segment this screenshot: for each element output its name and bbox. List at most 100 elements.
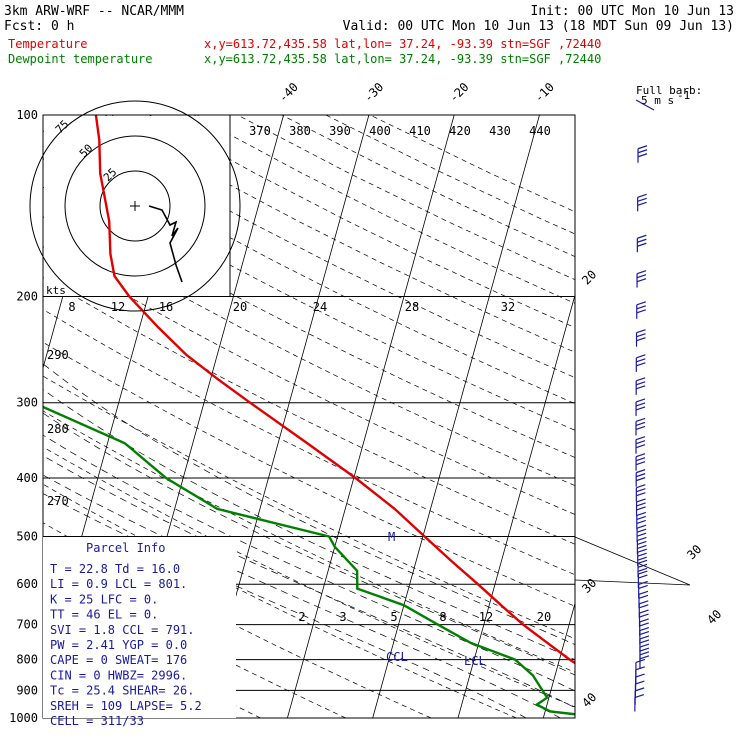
wind-barb — [635, 469, 646, 487]
dry-adiabat — [237, 115, 575, 281]
parcel-info-row: T = 22.8 Td = 16.0 — [50, 562, 180, 576]
hodograph-ring — [29, 100, 241, 312]
dry-adiabat — [369, 115, 575, 213]
wind-barb — [637, 145, 648, 163]
dry-adiabat-label: 290 — [47, 348, 69, 362]
barb-top-stub — [635, 99, 655, 111]
barb-legend-line1: Full barb: — [636, 84, 702, 97]
plot-frame — [42, 114, 576, 719]
parcel-info-row: CAPE = 0 SWEAT= 176 — [50, 653, 187, 667]
isotherm-label: 20 — [579, 267, 599, 287]
moist-adiabat-label: 28 — [405, 300, 419, 314]
theta-label: 440 — [529, 124, 551, 138]
theta-label: 420 — [449, 124, 471, 138]
wind-barb — [637, 559, 648, 578]
isotherm-line — [372, 115, 540, 718]
hodograph-trace — [148, 205, 183, 283]
isotherm-label: 30 — [579, 576, 599, 596]
isotherm-label: 40 — [704, 607, 724, 627]
theta-label: 430 — [489, 124, 511, 138]
isotherm-line — [629, 115, 740, 718]
legend-dewpoint: Dewpoint temperature — [8, 52, 153, 66]
dry-adiabat — [43, 186, 575, 458]
legend-temperature: Temperature — [8, 37, 87, 51]
wind-barb — [636, 301, 646, 319]
moist-adiabat-label: 8 — [68, 300, 75, 314]
wind-barbs — [574, 99, 691, 712]
moist-adiabat — [43, 493, 527, 718]
moist-adiabat — [43, 455, 575, 709]
theta-label: 400 — [369, 124, 391, 138]
moist-adiabat-label: 20 — [233, 300, 247, 314]
lcl-label: LCL — [464, 654, 486, 668]
parcel-info-row: LI = 0.9 LCL = 801. — [50, 577, 187, 591]
pressure-tick-label: 400 — [16, 471, 38, 485]
wind-barb — [635, 436, 646, 454]
dry-adiabat — [43, 216, 575, 487]
moist-adiabat — [43, 474, 561, 718]
moist-adiabat-label: 12 — [111, 300, 125, 314]
dry-adiabat — [43, 130, 575, 405]
pressure-tick-label: 1000 — [9, 711, 38, 725]
moist-adiabat — [43, 412, 575, 676]
pressure-tick-label: 900 — [16, 683, 38, 697]
dry-adiabat-label: 280 — [47, 422, 69, 436]
dry-adiabat — [325, 115, 575, 235]
isotherm-label: -10 — [532, 80, 557, 105]
sounding-traces — [43, 115, 575, 716]
wind-barb — [635, 354, 646, 372]
location-temperature: x,y=613.72,435.58 lat,lon= 37.24, -93.39… — [204, 37, 601, 51]
dry-adiabat — [43, 446, 575, 708]
pressure-tick-label: 600 — [16, 577, 38, 591]
mixing-ratio-label: 3 — [339, 610, 346, 624]
dewpoint-trace — [43, 405, 575, 716]
hodograph-ring — [99, 170, 171, 242]
ccl-label: CCL — [386, 650, 408, 664]
isotherm-line — [457, 293, 575, 718]
mixing-ratio-label: 20 — [537, 610, 551, 624]
parcel-info-row: Tc = 25.4 SHEAR= 26. — [50, 684, 195, 698]
parcel-info-box: Parcel Info T = 22.8 Td = 16.0LI = 0.9 L… — [43, 537, 236, 728]
moist-adiabat-label: 16 — [159, 300, 173, 314]
pressure-tick-label: 500 — [16, 529, 38, 543]
wind-barb — [639, 651, 650, 669]
barb-legend-sup: -1 — [677, 89, 690, 102]
parcel-info-row: CIN = 0 HWBZ= 2996. — [50, 668, 187, 682]
isotherm-label: -30 — [361, 80, 386, 105]
wind-barb — [636, 524, 647, 543]
init-time: Init: 00 UTC Mon 10 Jun 13 — [531, 4, 735, 19]
hodograph-kts-label: kts — [46, 284, 66, 297]
dry-adiabat-label: 270 — [47, 494, 69, 508]
parcel-info-row: K = 25 LFC = 0. — [50, 592, 158, 606]
pressure-tick-label: 200 — [16, 290, 38, 304]
dry-adiabat — [43, 246, 575, 515]
dry-adiabat — [43, 410, 575, 673]
valid-time: Valid: 00 UTC Mon 10 Jun 13 (18 MDT Sun … — [343, 19, 734, 34]
isotherm-label: -20 — [446, 80, 471, 105]
forecast-hour: Fcst: 0 h — [4, 19, 74, 34]
parcel-info-row: CELL = 311/33 — [50, 714, 144, 728]
mixing-ratio-label: 8 — [439, 610, 446, 624]
theta-label: 410 — [409, 124, 431, 138]
parcel-info-row: SREH = 109 LAPSE= 5.2 — [50, 699, 202, 713]
moist-adiabat-label: 32 — [501, 300, 515, 314]
moist-adiabat — [43, 434, 575, 692]
moist-adiabat-label: 24 — [313, 300, 327, 314]
parcel-info-title: Parcel Info — [86, 541, 165, 555]
pressure-tick-label: 300 — [16, 396, 38, 410]
moist-adiabat — [43, 389, 575, 661]
wind-barb — [637, 193, 647, 212]
barb-guide-upper — [574, 536, 691, 586]
pressure-tick-label: 700 — [16, 618, 38, 632]
isotherm-label: 30 — [684, 542, 704, 562]
barb-guide-lower — [574, 579, 691, 586]
wind-barb — [636, 270, 647, 288]
wind-barb — [635, 417, 646, 436]
dry-adiabat — [43, 341, 575, 607]
pressure-tick-label: 800 — [16, 653, 38, 667]
wind-barb — [635, 498, 646, 516]
isotherm-line — [542, 601, 575, 718]
parcel-info-row: PW = 2.41 YGP = 0.0 — [50, 638, 187, 652]
